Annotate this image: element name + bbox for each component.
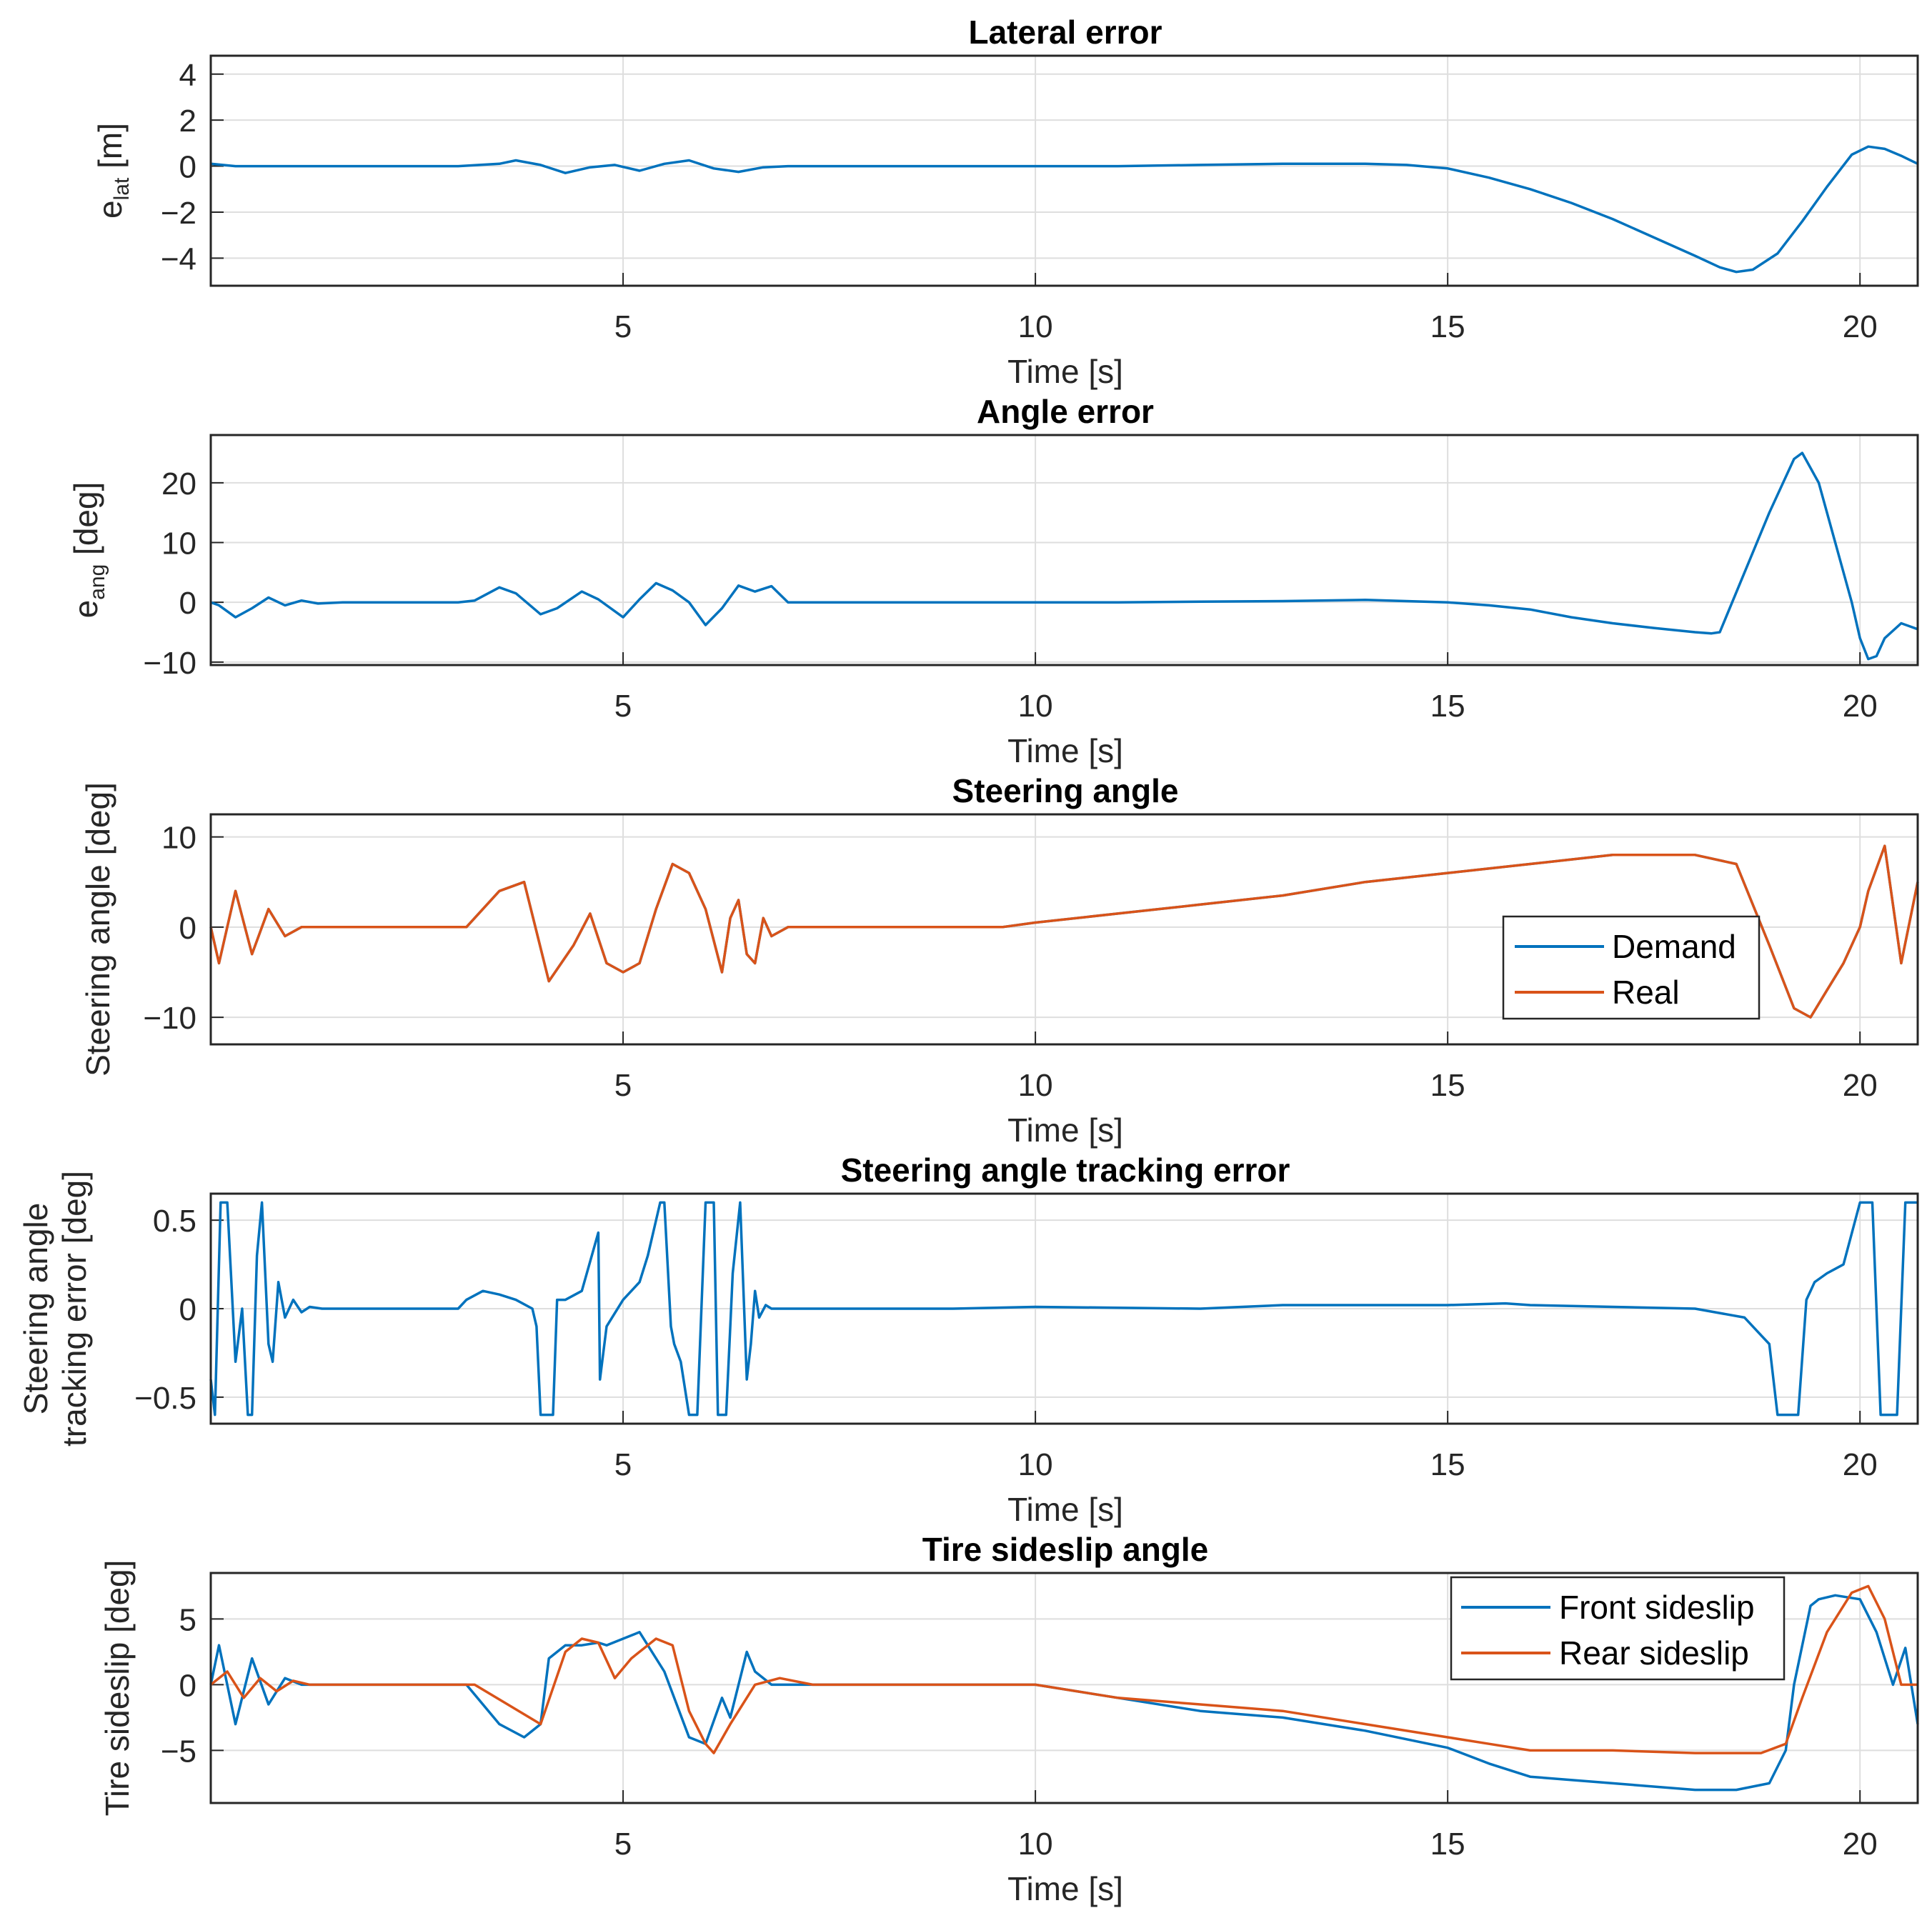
y-tick-label: 0 <box>179 150 196 185</box>
series-line-rear-sideslip <box>209 1584 1918 1754</box>
x-tick-label: 10 <box>1018 1827 1053 1862</box>
y-tick-label: 10 <box>161 821 196 856</box>
x-tick-label: 15 <box>1430 689 1465 724</box>
x-tick-label: 20 <box>1843 309 1878 344</box>
panel-angle-error: Angle error 5 10 15 20 −10 0 10 20 Time [s] ean… <box>67 393 1919 769</box>
y-tick-label: 0 <box>179 1292 196 1327</box>
x-tick-label: 5 <box>614 1827 632 1862</box>
title-tracking-error: Steering angle tracking error <box>841 1152 1290 1189</box>
title-steering-angle: Steering angle <box>952 772 1179 809</box>
legend-box <box>1502 915 1761 1020</box>
x-tick-label: 15 <box>1430 309 1465 344</box>
y-tick-label: 4 <box>179 58 196 93</box>
axes-frame-tracking-error <box>209 1192 1919 1425</box>
y-tick-label: 5 <box>179 1602 196 1637</box>
axes-frame-tire-sideslip <box>209 1572 1919 1804</box>
y-tick-label: −10 <box>143 1001 196 1036</box>
y-tick-label: 2 <box>179 104 196 139</box>
series-line-e-lat <box>210 145 1918 274</box>
xlabel-angle-error: Time [s] <box>1007 732 1123 769</box>
xlabel-tire-sideslip: Time [s] <box>1007 1870 1123 1907</box>
panel-lateral-error: Lateral error 5 10 15 20 −4 −2 0 2 4 Time [s] el… <box>91 14 1919 390</box>
xlabel-tracking-error: Time [s] <box>1007 1491 1123 1528</box>
x-tick-label: 5 <box>614 1068 632 1103</box>
x-tick-label: 10 <box>1018 689 1053 724</box>
y-tick-label: 10 <box>161 526 196 561</box>
x-tick-label: 10 <box>1018 1068 1053 1103</box>
y-tick-label: −0.5 <box>134 1381 196 1416</box>
x-tick-label: 15 <box>1430 1447 1465 1482</box>
ylabel-lateral-error: elat [m] <box>91 123 134 219</box>
legend-tire-sideslip: Front sideslip Rear sideslip <box>1450 1576 1786 1681</box>
y-tick-label: 0 <box>179 911 196 946</box>
xlabel-lateral-error: Time [s] <box>1007 353 1123 390</box>
title-tire-sideslip: Tire sideslip angle <box>922 1531 1209 1568</box>
y-tick-label: 20 <box>161 466 196 501</box>
legend-label-real: Real <box>1612 974 1680 1011</box>
legend-box <box>1450 1576 1786 1681</box>
title-angle-error: Angle error <box>977 393 1154 430</box>
y-tick-label: 0 <box>179 1668 196 1703</box>
panel-tire-sideslip: Tire sideslip angle 5 10 15 20 −5 0 5 Time [s]… <box>99 1531 1919 1907</box>
legend-steering-angle: Demand Real <box>1502 915 1761 1020</box>
ylabel-tire-sideslip: Tire sideslip [deg] <box>99 1560 136 1817</box>
ylabel-tracking-error: Steering angletracking error [deg] <box>17 1171 93 1447</box>
legend-label-rear: Rear sideslip <box>1559 1634 1749 1672</box>
x-tick-label: 5 <box>614 309 632 344</box>
y-tick-label: −5 <box>161 1734 196 1769</box>
x-tick-label: 10 <box>1018 1447 1053 1482</box>
legend-label-demand: Demand <box>1612 928 1736 965</box>
axes-frame-angle-error <box>209 434 1919 666</box>
x-tick-label: 15 <box>1430 1827 1465 1862</box>
axes-frame-steering-angle <box>209 813 1919 1046</box>
series-line-e-ang <box>210 451 1918 661</box>
series-line-tracking-error <box>209 1201 1918 1417</box>
y-tick-label: −4 <box>161 241 196 276</box>
x-tick-label: 5 <box>614 689 632 724</box>
x-tick-label: 5 <box>614 1447 632 1482</box>
x-tick-label: 20 <box>1843 689 1878 724</box>
y-tick-label: −2 <box>161 196 196 231</box>
x-tick-label: 20 <box>1843 1447 1878 1482</box>
y-tick-label: −10 <box>143 646 196 681</box>
y-tick-label: 0.5 <box>153 1204 196 1239</box>
panel-steering-angle: Steering angle 5 10 15 20 −10 0 10 Time [s] St… <box>79 772 1919 1149</box>
axes-frame-lateral-error <box>209 54 1919 287</box>
title-lateral-error: Lateral error <box>968 14 1162 51</box>
x-tick-label: 10 <box>1018 309 1053 344</box>
y-tick-label: 0 <box>179 586 196 621</box>
x-tick-label: 15 <box>1430 1068 1465 1103</box>
ylabel-angle-error: eang [deg] <box>67 482 109 619</box>
legend-label-front: Front sideslip <box>1559 1589 1755 1626</box>
x-tick-label: 20 <box>1843 1827 1878 1862</box>
xlabel-steering-angle: Time [s] <box>1007 1112 1123 1149</box>
panel-tracking-error: Steering angle tracking error 5 10 15 20 −0.… <box>17 1152 1919 1528</box>
ylabel-steering-angle: Steering angle [deg] <box>79 782 116 1077</box>
x-tick-label: 20 <box>1843 1068 1878 1103</box>
